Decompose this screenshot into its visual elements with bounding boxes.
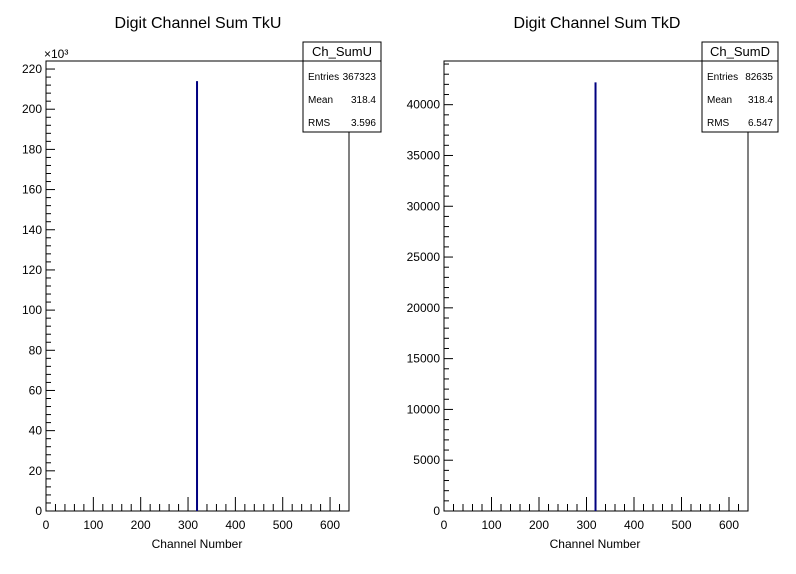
stats-value-entries: 82635: [745, 72, 773, 83]
chart-title: Digit Channel Sum TkD: [514, 15, 681, 32]
y-tick-label: 80: [29, 343, 43, 357]
y-tick-label: 15000: [407, 352, 441, 366]
y-ticks: 0 5000 10000 15000 20000 25000 30000 35000 40000: [407, 63, 453, 518]
stats-value-mean: 318.4: [748, 95, 773, 106]
y-tick-label: 0: [433, 504, 440, 518]
y-tick-label: 10000: [407, 402, 441, 416]
stats-box: Ch_SumD Entries 82635 Mean 318.4 RMS 6.5…: [701, 41, 779, 133]
x-tick-label: 300: [178, 518, 198, 532]
y-tick-label: 20: [29, 464, 43, 478]
y-tick-label: 160: [22, 183, 42, 197]
y-tick-label: 200: [22, 102, 42, 116]
x-tick-label: 100: [83, 518, 103, 532]
y-ticks: 0 20 40 60 80 100 120 140 160 180 200 220: [22, 60, 55, 518]
y-tick-label: 35000: [407, 148, 441, 162]
stats-box-frame: [302, 41, 382, 133]
x-tick-label: 0: [441, 518, 448, 532]
pad-tku: Digit Channel Sum TkU ×10³ 0 100 200 300 400…: [22, 15, 382, 551]
stats-label-entries: Entries: [308, 72, 339, 83]
y-tick-label: 220: [22, 62, 42, 76]
stats-name: Ch_SumU: [312, 44, 372, 59]
x-ticks: 0 100 200 300 400 500 600: [43, 497, 350, 532]
chart-title: Digit Channel Sum TkU: [115, 15, 282, 32]
y-tick-label: 0: [35, 504, 42, 518]
x-tick-label: 0: [43, 518, 50, 532]
x-tick-label: 400: [225, 518, 245, 532]
x-tick-label: 200: [529, 518, 549, 532]
y-tick-label: 30000: [407, 199, 441, 213]
stats-value-rms: 6.547: [748, 118, 773, 129]
stats-value-entries: 367323: [343, 72, 377, 83]
y-tick-label: 140: [22, 223, 42, 237]
stats-box: Ch_SumU Entries 367323 Mean 318.4 RMS 3.…: [302, 41, 382, 133]
stats-label-mean: Mean: [707, 95, 732, 106]
y-tick-label: 20000: [407, 301, 441, 315]
y-tick-label: 100: [22, 303, 42, 317]
x-tick-label: 600: [320, 518, 340, 532]
pad-tkd: Digit Channel Sum TkD 0 100 200 300 400 500 60…: [407, 15, 779, 551]
x-ticks: 0 100 200 300 400 500 600: [441, 497, 749, 532]
y-tick-label: 40000: [407, 98, 441, 112]
y-tick-label: 25000: [407, 250, 441, 264]
y-multiplier-label: ×10³: [44, 47, 68, 61]
y-tick-label: 120: [22, 263, 42, 277]
x-tick-label: 400: [624, 518, 644, 532]
x-tick-label: 300: [576, 518, 596, 532]
x-axis-label: Channel Number: [550, 537, 641, 551]
y-tick-label: 5000: [413, 453, 440, 467]
x-tick-label: 100: [481, 518, 501, 532]
stats-label-entries: Entries: [707, 72, 738, 83]
stats-value-rms: 3.596: [351, 118, 376, 129]
stats-label-rms: RMS: [707, 118, 730, 129]
y-tick-label: 60: [29, 383, 43, 397]
x-tick-label: 600: [719, 518, 739, 532]
y-tick-label: 40: [29, 424, 43, 438]
x-tick-label: 200: [131, 518, 151, 532]
stats-label-rms: RMS: [308, 118, 331, 129]
stats-box-frame: [701, 41, 779, 133]
stats-value-mean: 318.4: [351, 95, 376, 106]
x-tick-label: 500: [273, 518, 293, 532]
y-tick-label: 180: [22, 142, 42, 156]
x-tick-label: 500: [671, 518, 691, 532]
x-axis-label: Channel Number: [152, 537, 243, 551]
stats-label-mean: Mean: [308, 95, 333, 106]
stats-name: Ch_SumD: [710, 44, 770, 59]
